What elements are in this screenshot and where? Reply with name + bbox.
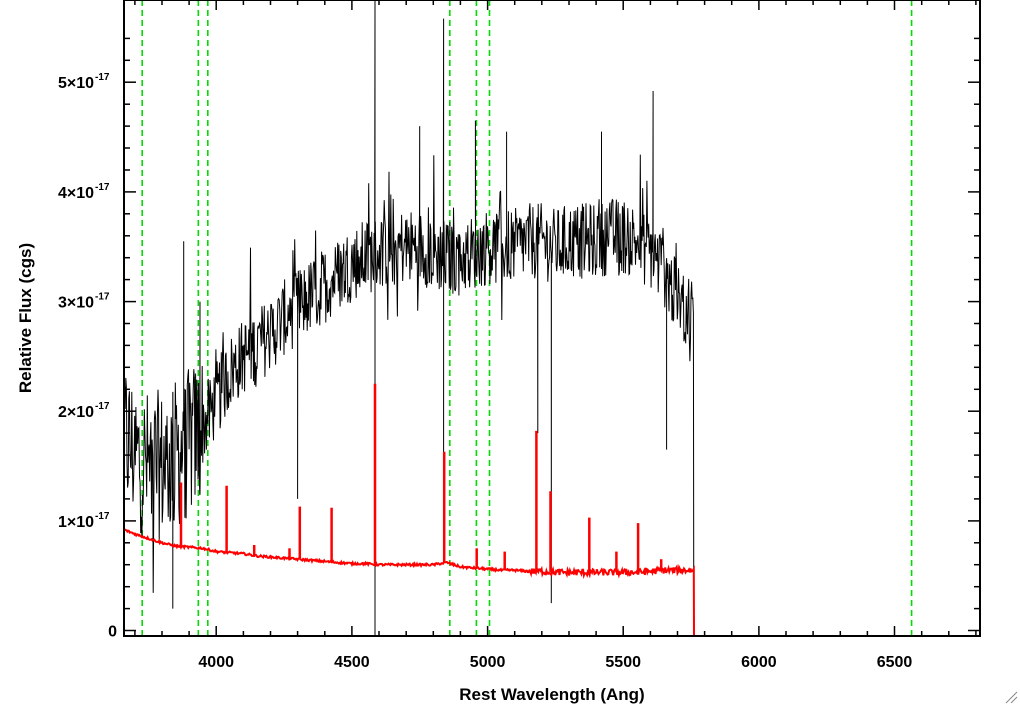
y-tick-exponent: -17 xyxy=(95,401,110,412)
series-observed-spectrum xyxy=(123,0,695,637)
x-axis-ticks: 4000 4500 5000 5500 6000 6500 xyxy=(134,0,977,671)
spectrum-series xyxy=(123,0,980,637)
y-tick-label: 1×10 xyxy=(58,514,94,531)
y-tick-label: 3×10 xyxy=(58,295,94,312)
y-axis-ticks: 01×10 -172×10 -173×10 -174×10 -175×10 -17 xyxy=(58,37,980,641)
y-tick-label: 0 xyxy=(108,624,117,641)
x-tick-label: 4500 xyxy=(334,654,370,671)
y-tick-exponent: -17 xyxy=(95,72,110,83)
y-tick-exponent: -17 xyxy=(95,182,110,193)
plot-frame xyxy=(123,0,981,637)
series-model-spectrum xyxy=(123,528,980,637)
y-tick-exponent: -17 xyxy=(95,292,110,303)
x-tick-label: 5000 xyxy=(470,654,506,671)
y-tick-label: 2×10 xyxy=(58,404,94,421)
x-tick-label: 5500 xyxy=(605,654,641,671)
emission-line-markers xyxy=(141,0,913,636)
y-tick-exponent: -17 xyxy=(95,511,110,522)
resize-grip-icon[interactable] xyxy=(1004,690,1018,704)
y-tick-label: 4×10 xyxy=(58,185,94,202)
y-axis-label: Relative Flux (cgs) xyxy=(16,243,35,393)
x-tick-label: 6500 xyxy=(877,654,913,671)
x-axis-label: Rest Wavelength (Ang) xyxy=(459,685,644,704)
x-tick-label: 4000 xyxy=(198,654,234,671)
x-tick-label: 6000 xyxy=(741,654,777,671)
y-tick-label: 5×10 xyxy=(58,75,94,92)
